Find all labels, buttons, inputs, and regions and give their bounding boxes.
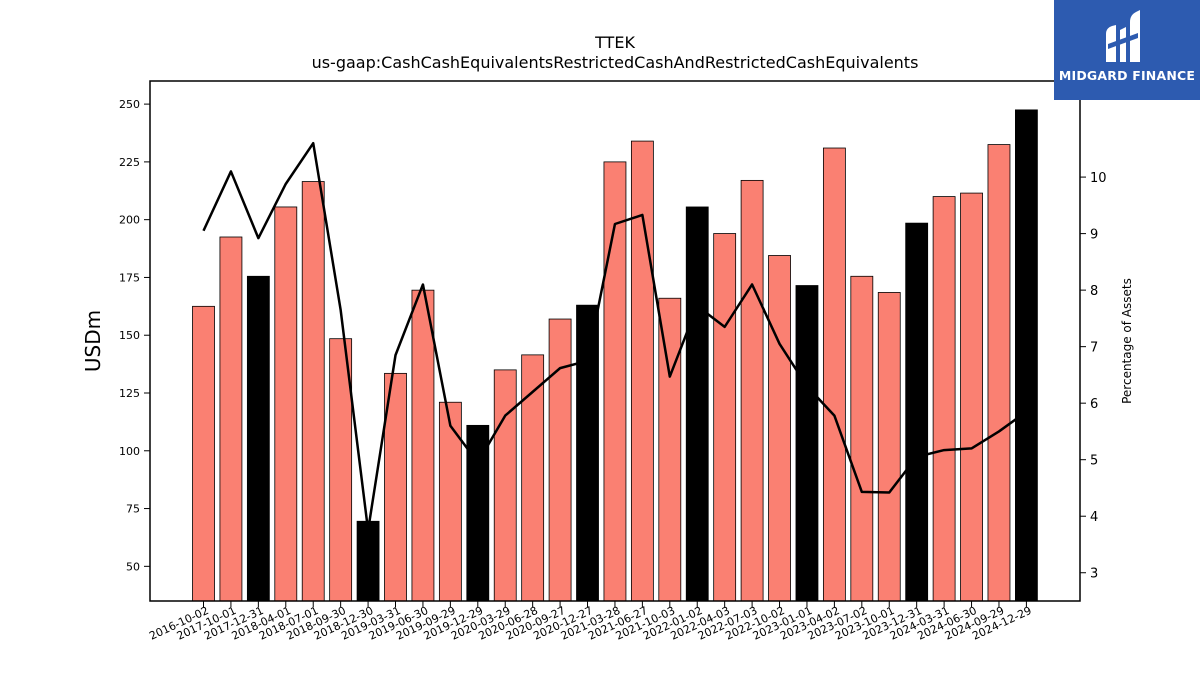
line-series-layer	[202, 141, 1028, 532]
bar	[576, 304, 599, 602]
y2-tick-label: 6	[1090, 397, 1098, 412]
bar	[960, 192, 983, 602]
bar	[274, 206, 298, 602]
y-tick-label: 75	[126, 503, 140, 516]
y2-tick-label: 5	[1090, 454, 1098, 469]
y2-tick-label: 8	[1090, 284, 1098, 299]
x-axis: 2016-10-022017-10-012017-12-312018-04-01…	[147, 601, 1034, 643]
bar	[768, 255, 791, 602]
y-tick-label: 100	[119, 445, 140, 458]
bar	[740, 179, 764, 602]
y2-tick-label: 10	[1090, 171, 1107, 186]
y-tick-label: 50	[126, 560, 140, 573]
logo-mark-icon	[1106, 10, 1140, 62]
bar-series	[192, 109, 1038, 602]
bar	[1015, 109, 1038, 602]
y-tick-label: 125	[119, 387, 140, 400]
y2-axis-label: Percentage of Assets	[1120, 278, 1134, 404]
bar	[356, 520, 380, 602]
bar	[685, 206, 709, 602]
bar	[822, 147, 846, 602]
chart-title: TTEK	[594, 33, 635, 52]
y2-tick-label: 4	[1090, 510, 1098, 525]
bar	[630, 140, 654, 602]
left-axis: 50 75 100 125 150 175 200 225 250	[119, 98, 150, 573]
bar	[246, 275, 270, 602]
chart-subtitle: us-gaap:CashCashEquivalentsRestrictedCas…	[312, 53, 919, 72]
y-axis-label: USDm	[81, 310, 105, 372]
bar	[877, 292, 901, 602]
bar	[301, 181, 325, 602]
y-tick-label: 225	[119, 156, 140, 169]
bar	[658, 297, 682, 602]
y-tick-label: 150	[119, 329, 140, 342]
y2-tick-label: 9	[1090, 228, 1098, 243]
bar	[905, 222, 929, 602]
right-axis: 3 4 5 6 7 8 9 10	[1080, 171, 1107, 582]
bar	[713, 233, 737, 602]
y-tick-label: 200	[119, 214, 140, 227]
bar	[438, 401, 462, 602]
y-tick-label: 250	[119, 98, 140, 111]
y2-tick-label: 7	[1090, 341, 1098, 356]
bar	[192, 305, 215, 602]
bar	[493, 369, 517, 602]
bar	[795, 285, 819, 602]
bar	[411, 289, 435, 602]
brand-logo: MIDGARD FINANCE	[1054, 0, 1200, 100]
logo-text: MIDGARD FINANCE	[1058, 68, 1196, 83]
y2-tick-label: 3	[1090, 567, 1098, 582]
bar	[219, 236, 243, 602]
bar	[932, 196, 956, 602]
bar	[548, 318, 572, 602]
bar	[987, 144, 1011, 602]
y-tick-label: 175	[119, 271, 140, 284]
line-series	[202, 141, 1028, 532]
bar	[850, 275, 874, 602]
